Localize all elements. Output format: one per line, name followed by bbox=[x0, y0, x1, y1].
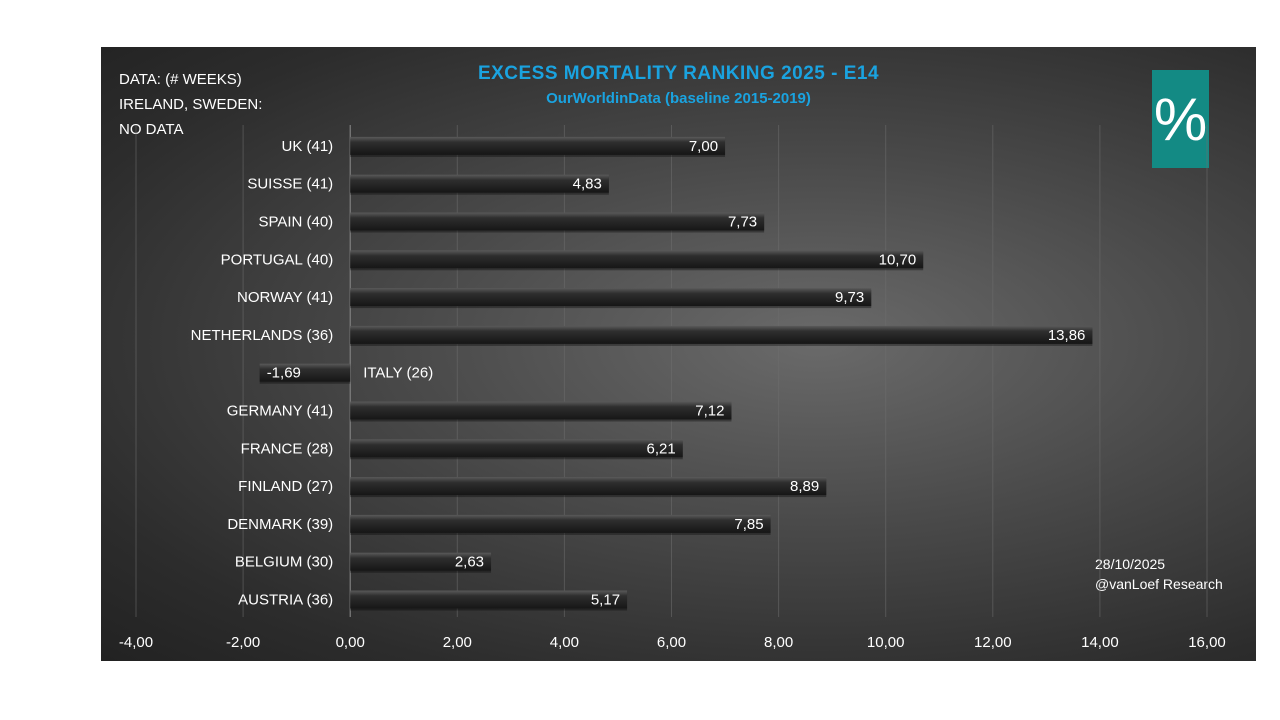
date-label: 28/10/2025 bbox=[1095, 556, 1166, 572]
grid-lines bbox=[135, 125, 1208, 617]
bar bbox=[350, 136, 726, 155]
chart-title: EXCESS MORTALITY RANKING 2025 - E14 bbox=[477, 63, 880, 84]
value-label: 7,00 bbox=[689, 138, 718, 155]
bar bbox=[350, 439, 683, 458]
bar bbox=[350, 514, 771, 533]
category-label: GERMANY (41) bbox=[227, 403, 333, 420]
bar-chart-plot: -4,00 -2,00 0,00 2,00 4,00 6,00 8,00 10,00 12,00… bbox=[119, 125, 1226, 651]
category-label: SUISSE (41) bbox=[247, 176, 333, 193]
credit-label: @vanLoef Research bbox=[1095, 576, 1223, 592]
value-label: 6,21 bbox=[647, 440, 676, 457]
category-label: BELGIUM (30) bbox=[235, 554, 333, 571]
chart-panel: EXCESS MORTALITY RANKING 2025 - E14 OurW… bbox=[101, 47, 1256, 661]
bar bbox=[350, 325, 1093, 344]
category-label: ITALY (26) bbox=[363, 365, 433, 382]
value-label: 13,86 bbox=[1048, 327, 1086, 344]
x-tick-label: 14,00 bbox=[1081, 634, 1119, 651]
value-label: 2,63 bbox=[455, 554, 484, 571]
category-label: NORWAY (41) bbox=[237, 289, 333, 306]
date-credit-note: 28/10/2025 @vanLoef Research bbox=[1095, 554, 1223, 594]
x-tick-label: 12,00 bbox=[974, 634, 1012, 651]
x-tick-label: 10,00 bbox=[867, 634, 905, 651]
bar bbox=[259, 363, 351, 382]
value-label: 4,83 bbox=[573, 176, 602, 193]
value-label: 9,73 bbox=[835, 289, 864, 306]
category-label: AUSTRIA (36) bbox=[238, 592, 333, 609]
chart-subtitle: OurWorldinData (baseline 2015-2019) bbox=[546, 90, 811, 107]
bar bbox=[350, 288, 872, 307]
category-label: SPAIN (40) bbox=[258, 214, 333, 231]
bar bbox=[350, 477, 827, 496]
x-tick-label: 6,00 bbox=[657, 634, 686, 651]
bar bbox=[350, 590, 628, 609]
percent-badge: % bbox=[1152, 70, 1209, 168]
bars bbox=[259, 136, 1093, 611]
data-note-line: IRELAND, SWEDEN: bbox=[119, 96, 263, 113]
value-label: 7,12 bbox=[695, 403, 724, 420]
category-label: FINLAND (27) bbox=[238, 478, 333, 495]
bar bbox=[350, 401, 732, 420]
value-label: 10,70 bbox=[879, 251, 917, 268]
value-label: -1,69 bbox=[267, 365, 301, 382]
category-label: FRANCE (28) bbox=[241, 440, 334, 457]
x-tick-label: 16,00 bbox=[1188, 634, 1226, 651]
category-label: DENMARK (39) bbox=[227, 516, 333, 533]
x-tick-label: 2,00 bbox=[443, 634, 472, 651]
labels: -4,00 -2,00 0,00 2,00 4,00 6,00 8,00 10,00 12,00… bbox=[119, 138, 1226, 651]
x-tick-label: 8,00 bbox=[764, 634, 793, 651]
value-label: 5,17 bbox=[591, 592, 620, 609]
x-tick-label: -2,00 bbox=[226, 634, 260, 651]
category-label: UK (41) bbox=[282, 138, 334, 155]
bar bbox=[350, 212, 765, 231]
category-label: NETHERLANDS (36) bbox=[191, 327, 334, 344]
value-label: 7,85 bbox=[734, 516, 763, 533]
x-tick-label: -4,00 bbox=[119, 634, 153, 651]
value-label: 7,73 bbox=[728, 214, 757, 231]
data-note-line: DATA: (# WEEKS) bbox=[119, 71, 242, 88]
bar bbox=[350, 250, 924, 269]
data-note: DATA: (# WEEKS) IRELAND, SWEDEN: NO DATA bbox=[119, 67, 262, 142]
value-label: 8,89 bbox=[790, 478, 819, 495]
bar bbox=[350, 552, 492, 571]
bar bbox=[350, 174, 609, 193]
x-tick-label: 0,00 bbox=[336, 634, 365, 651]
category-label: PORTUGAL (40) bbox=[221, 251, 334, 268]
x-tick-label: 4,00 bbox=[550, 634, 579, 651]
data-note-line: NO DATA bbox=[119, 121, 184, 138]
